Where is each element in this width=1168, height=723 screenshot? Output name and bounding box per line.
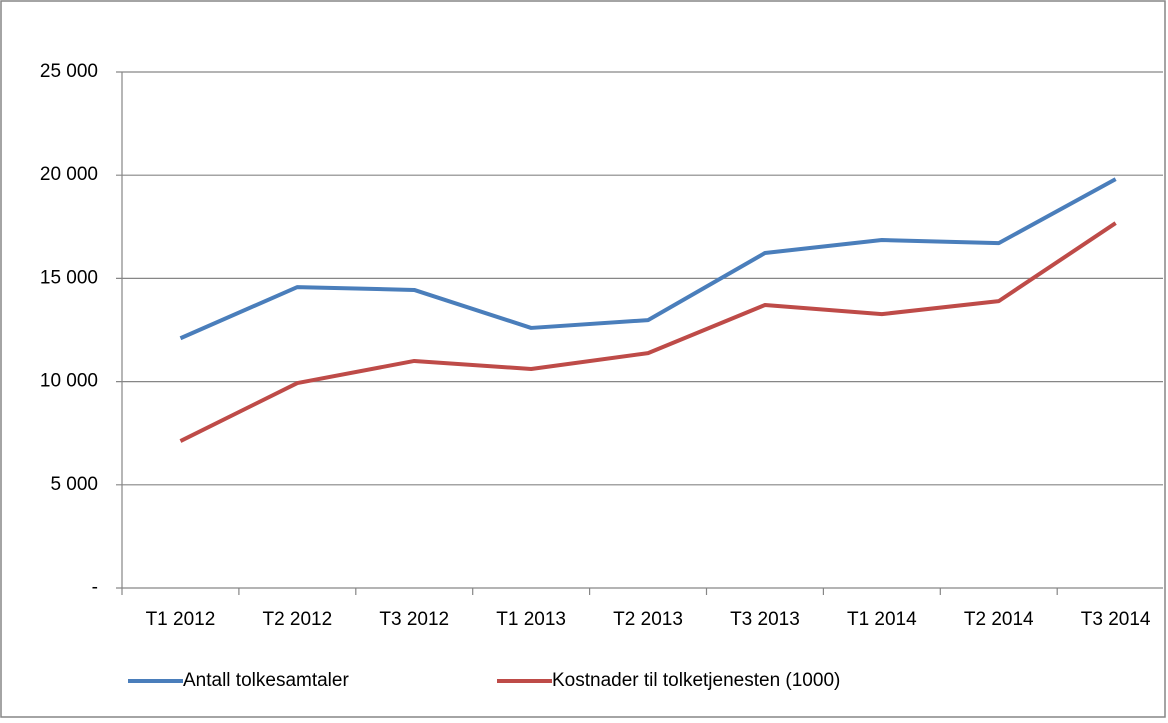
legend-label: Antall tolkesamtaler (183, 670, 349, 691)
legend-label: Kostnader til tolketjenesten (1000) (552, 670, 840, 691)
y-tick-label: 20 000 (40, 164, 98, 185)
x-tick-label: T1 2013 (496, 609, 566, 630)
x-tick-label: T1 2014 (847, 609, 917, 630)
y-tick-label: 15 000 (40, 267, 98, 288)
x-tick-label: T3 2013 (730, 609, 800, 630)
series-line (179, 177, 1117, 341)
x-tick-label: T2 2013 (613, 609, 683, 630)
y-tick-label: - (92, 577, 98, 598)
x-tick-label: T3 2014 (1081, 609, 1151, 630)
x-tick-label: T1 2012 (146, 609, 216, 630)
x-tick-label: T3 2012 (379, 609, 449, 630)
x-tick-label: T2 2012 (262, 609, 332, 630)
y-tick-label: 25 000 (40, 61, 98, 82)
series-line (179, 221, 1117, 443)
y-tick-label: 10 000 (40, 371, 98, 392)
y-tick-label: 5 000 (50, 474, 98, 495)
x-tick-label: T2 2014 (964, 609, 1034, 630)
